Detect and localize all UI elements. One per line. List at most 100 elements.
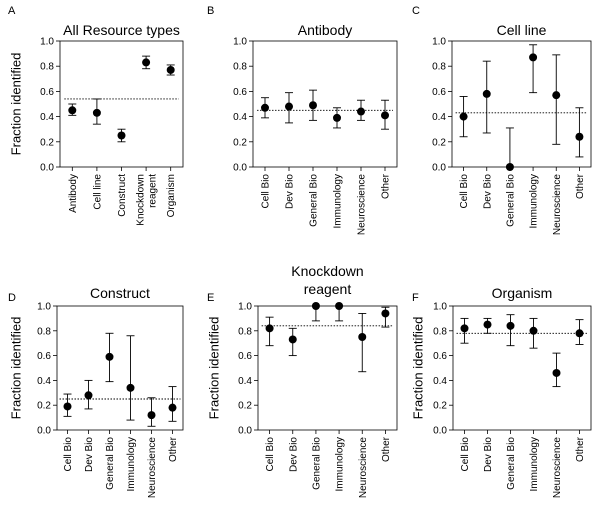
y-tick-label: 0.8	[433, 326, 447, 337]
category-label: Neuroscience	[357, 174, 368, 236]
y-tick-label: 0.2	[233, 137, 247, 148]
category-label: Organism	[166, 174, 177, 217]
y-tick-label: 0.0	[238, 426, 252, 437]
panel-title: Antibody	[298, 22, 352, 38]
y-tick-label: 0.4	[432, 112, 446, 123]
data-point	[309, 101, 317, 110]
y-tick-label: 0.6	[238, 351, 252, 362]
panel-title: Knockdown	[291, 263, 363, 279]
y-tick-label: 0.4	[233, 112, 247, 123]
data-point	[117, 131, 126, 140]
y-tick-label: 0.2	[37, 401, 51, 412]
data-point	[529, 326, 538, 335]
data-point	[483, 320, 492, 329]
category-label: Cell line	[92, 174, 103, 210]
data-point	[126, 383, 135, 392]
plot-frame	[452, 305, 592, 431]
plot-frame	[451, 40, 592, 168]
y-axis-label: Fraction identified	[207, 317, 222, 420]
y-tick-label: 0.4	[238, 376, 252, 387]
category-label: Other	[381, 173, 392, 199]
category-label: Neuroscience	[147, 437, 158, 499]
category-label: Immunology	[529, 174, 540, 228]
data-point	[575, 329, 584, 338]
category-label: General Bio	[311, 437, 322, 490]
data-point	[381, 309, 390, 318]
category-label: General Bio	[505, 174, 516, 227]
y-axis-label: Fraction identified	[411, 317, 426, 420]
y-tick-label: 0.6	[233, 87, 247, 98]
panel-d: D Construct 0.0 0.2 0.4 0.6 0.8 1.0 Fraction ide…	[8, 285, 184, 499]
panel-f: F Organism 0.0 0.2 0.4 0.6 0.8 1.0 Fraction iden…	[411, 285, 592, 498]
category-label: reagent	[148, 174, 159, 208]
data-point	[575, 132, 584, 141]
panel-b: B Antibody 0.0 0.2 0.4 0.6 0.8 1.0 Cell Bio Dev B…	[207, 5, 398, 236]
panel-c: C Cell line 0.0 0.2 0.4 0.6 0.8 1.0 Cell Bio Dev …	[412, 5, 592, 236]
data-point	[311, 302, 320, 310]
y-tick-label: 0.0	[233, 163, 247, 174]
plot-frame	[56, 305, 184, 431]
panel-e: E Knockdown reagent 0.0 0.2 0.4 0.6 0.8 1.0 Fract…	[207, 263, 398, 499]
category-label: Dev Bio	[84, 437, 95, 472]
data-point	[168, 403, 177, 412]
y-tick-label: 0.6	[37, 351, 51, 362]
data-point	[335, 302, 344, 310]
panel-letter: D	[8, 292, 16, 304]
y-tick-label: 0.4	[433, 376, 447, 387]
category-label: General Bio	[105, 437, 116, 490]
data-point	[84, 391, 93, 400]
plot-frame	[252, 40, 398, 168]
y-tick-label: 1.0	[433, 302, 447, 313]
y-tick-label: 0.4	[37, 376, 51, 387]
y-tick-label: 0.8	[40, 62, 54, 73]
category-label: Dev Bio	[285, 174, 296, 209]
category-label: Cell Bio	[261, 174, 272, 209]
data-point	[142, 58, 151, 67]
panel-letter: E	[207, 292, 214, 304]
y-tick-label: 0.0	[433, 426, 447, 437]
category-label: Dev Bio	[482, 174, 493, 209]
y-axis-label: Fraction identified	[9, 317, 24, 420]
category-label: General Bio	[506, 437, 517, 490]
category-label: General Bio	[309, 174, 320, 227]
y-tick-label: 1.0	[238, 302, 252, 313]
data-point	[460, 324, 469, 333]
plot-frame	[257, 305, 398, 431]
panel-title: reagent	[304, 281, 352, 297]
category-label: Cell Bio	[459, 174, 470, 209]
panel-title: Organism	[492, 285, 553, 301]
data-point	[357, 107, 365, 116]
y-tick-label: 1.0	[37, 302, 51, 313]
y-tick-label: 0.8	[37, 326, 51, 337]
data-point	[285, 102, 293, 111]
data-point	[552, 368, 561, 377]
data-point	[68, 106, 77, 115]
y-tick-label: 0.2	[432, 137, 446, 148]
category-label: Other	[168, 436, 179, 462]
category-label: Immunology	[333, 174, 344, 228]
category-label: Neuroscience	[358, 437, 369, 499]
category-label: Antibody	[68, 174, 79, 213]
panel-letter: B	[207, 5, 214, 17]
category-label: Cell Bio	[460, 437, 471, 472]
y-tick-label: 0.8	[238, 326, 252, 337]
panel-title: Construct	[90, 285, 150, 301]
panel-a: A All Resource types 0.0 0.2 0.4 0.6 0.8 1.0 Fra…	[8, 5, 184, 226]
y-tick-label: 0.8	[233, 62, 247, 73]
data-point	[63, 402, 72, 411]
data-point	[482, 89, 491, 98]
data-point	[333, 113, 341, 122]
data-point	[92, 108, 101, 117]
data-point	[505, 163, 514, 171]
y-tick-label: 1.0	[40, 37, 54, 48]
category-label: Neuroscience	[552, 174, 563, 236]
y-tick-label: 0.2	[40, 137, 54, 148]
y-tick-label: 0.0	[432, 163, 446, 174]
data-point	[265, 324, 274, 333]
category-label: Other	[575, 436, 586, 462]
data-point	[288, 335, 297, 344]
data-point	[105, 352, 114, 361]
data-point	[147, 411, 156, 420]
data-point	[358, 333, 367, 341]
